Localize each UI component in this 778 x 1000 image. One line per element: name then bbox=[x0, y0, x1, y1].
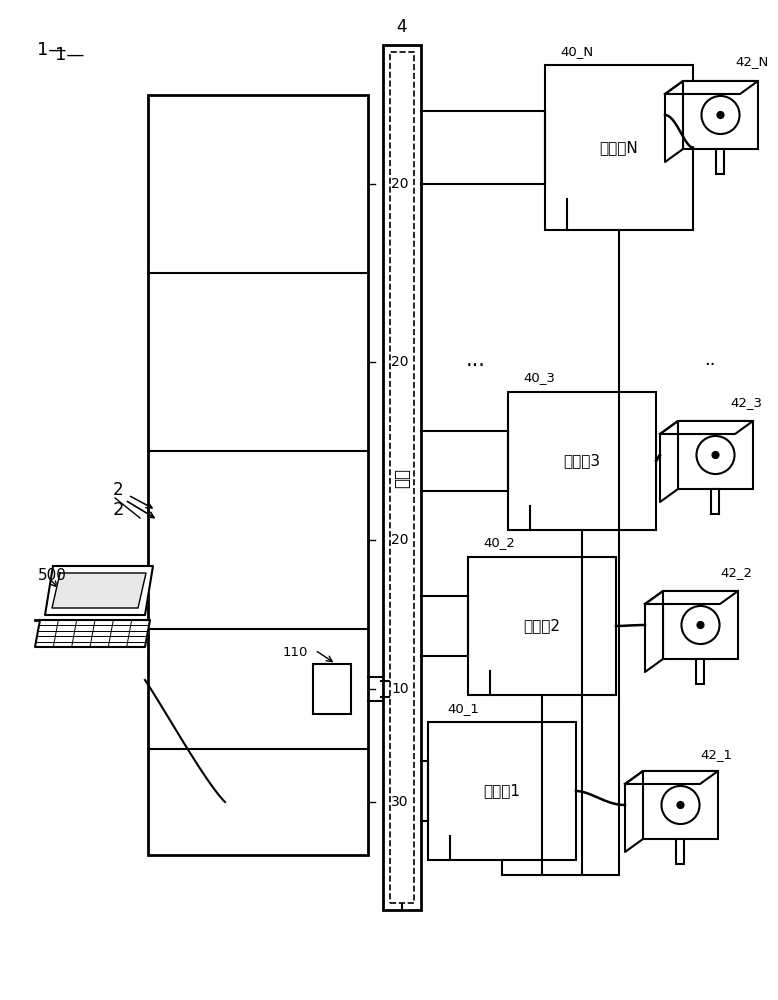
Circle shape bbox=[712, 452, 719, 458]
Text: 4: 4 bbox=[397, 18, 407, 36]
FancyBboxPatch shape bbox=[716, 149, 724, 174]
FancyBboxPatch shape bbox=[663, 591, 738, 659]
Polygon shape bbox=[665, 81, 758, 94]
Text: 30: 30 bbox=[391, 795, 408, 809]
FancyBboxPatch shape bbox=[383, 45, 421, 910]
Text: 10: 10 bbox=[391, 682, 408, 696]
FancyBboxPatch shape bbox=[696, 659, 704, 684]
FancyBboxPatch shape bbox=[313, 664, 351, 714]
Text: 远程装2: 远程装2 bbox=[524, 618, 560, 634]
Polygon shape bbox=[660, 421, 678, 502]
Polygon shape bbox=[645, 591, 738, 604]
Text: 2: 2 bbox=[113, 481, 123, 499]
Text: 远程装1: 远程装1 bbox=[483, 784, 520, 798]
Text: 20: 20 bbox=[391, 177, 408, 191]
Circle shape bbox=[677, 802, 684, 808]
Circle shape bbox=[717, 112, 724, 118]
Polygon shape bbox=[45, 566, 153, 615]
Text: 2: 2 bbox=[112, 501, 124, 519]
FancyBboxPatch shape bbox=[643, 771, 718, 839]
Text: 远程装N: 远程装N bbox=[600, 140, 639, 155]
Text: ..: .. bbox=[704, 351, 716, 369]
FancyBboxPatch shape bbox=[678, 421, 753, 489]
Text: 42_N: 42_N bbox=[735, 55, 768, 68]
FancyBboxPatch shape bbox=[148, 95, 368, 855]
Text: 110: 110 bbox=[282, 646, 308, 658]
Circle shape bbox=[697, 622, 704, 628]
Text: 远程装3: 远程装3 bbox=[563, 454, 601, 468]
Polygon shape bbox=[645, 591, 663, 672]
FancyBboxPatch shape bbox=[468, 557, 616, 695]
Polygon shape bbox=[625, 771, 643, 852]
FancyBboxPatch shape bbox=[390, 52, 414, 903]
Text: 20: 20 bbox=[391, 355, 408, 369]
Text: 500: 500 bbox=[38, 568, 67, 582]
Text: 40_2: 40_2 bbox=[483, 536, 515, 550]
FancyBboxPatch shape bbox=[676, 839, 684, 864]
FancyBboxPatch shape bbox=[508, 392, 656, 530]
Polygon shape bbox=[35, 620, 150, 647]
Text: ...: ... bbox=[466, 350, 486, 370]
FancyBboxPatch shape bbox=[545, 65, 693, 230]
Text: 分组: 分组 bbox=[393, 468, 411, 488]
Text: 40_3: 40_3 bbox=[523, 371, 555, 384]
Polygon shape bbox=[660, 421, 753, 434]
Text: 42_3: 42_3 bbox=[730, 396, 762, 410]
Text: 1—: 1— bbox=[37, 41, 67, 59]
FancyBboxPatch shape bbox=[711, 489, 719, 514]
Polygon shape bbox=[665, 81, 683, 162]
Text: 1—: 1— bbox=[55, 46, 84, 64]
Text: 40_1: 40_1 bbox=[447, 702, 479, 716]
Text: 20: 20 bbox=[391, 533, 408, 547]
Polygon shape bbox=[52, 573, 146, 608]
Text: 42_1: 42_1 bbox=[700, 748, 732, 762]
FancyBboxPatch shape bbox=[428, 722, 576, 860]
FancyBboxPatch shape bbox=[683, 81, 758, 149]
Polygon shape bbox=[625, 771, 718, 784]
Text: 40_N: 40_N bbox=[560, 45, 593, 58]
Text: 42_2: 42_2 bbox=[720, 566, 752, 580]
